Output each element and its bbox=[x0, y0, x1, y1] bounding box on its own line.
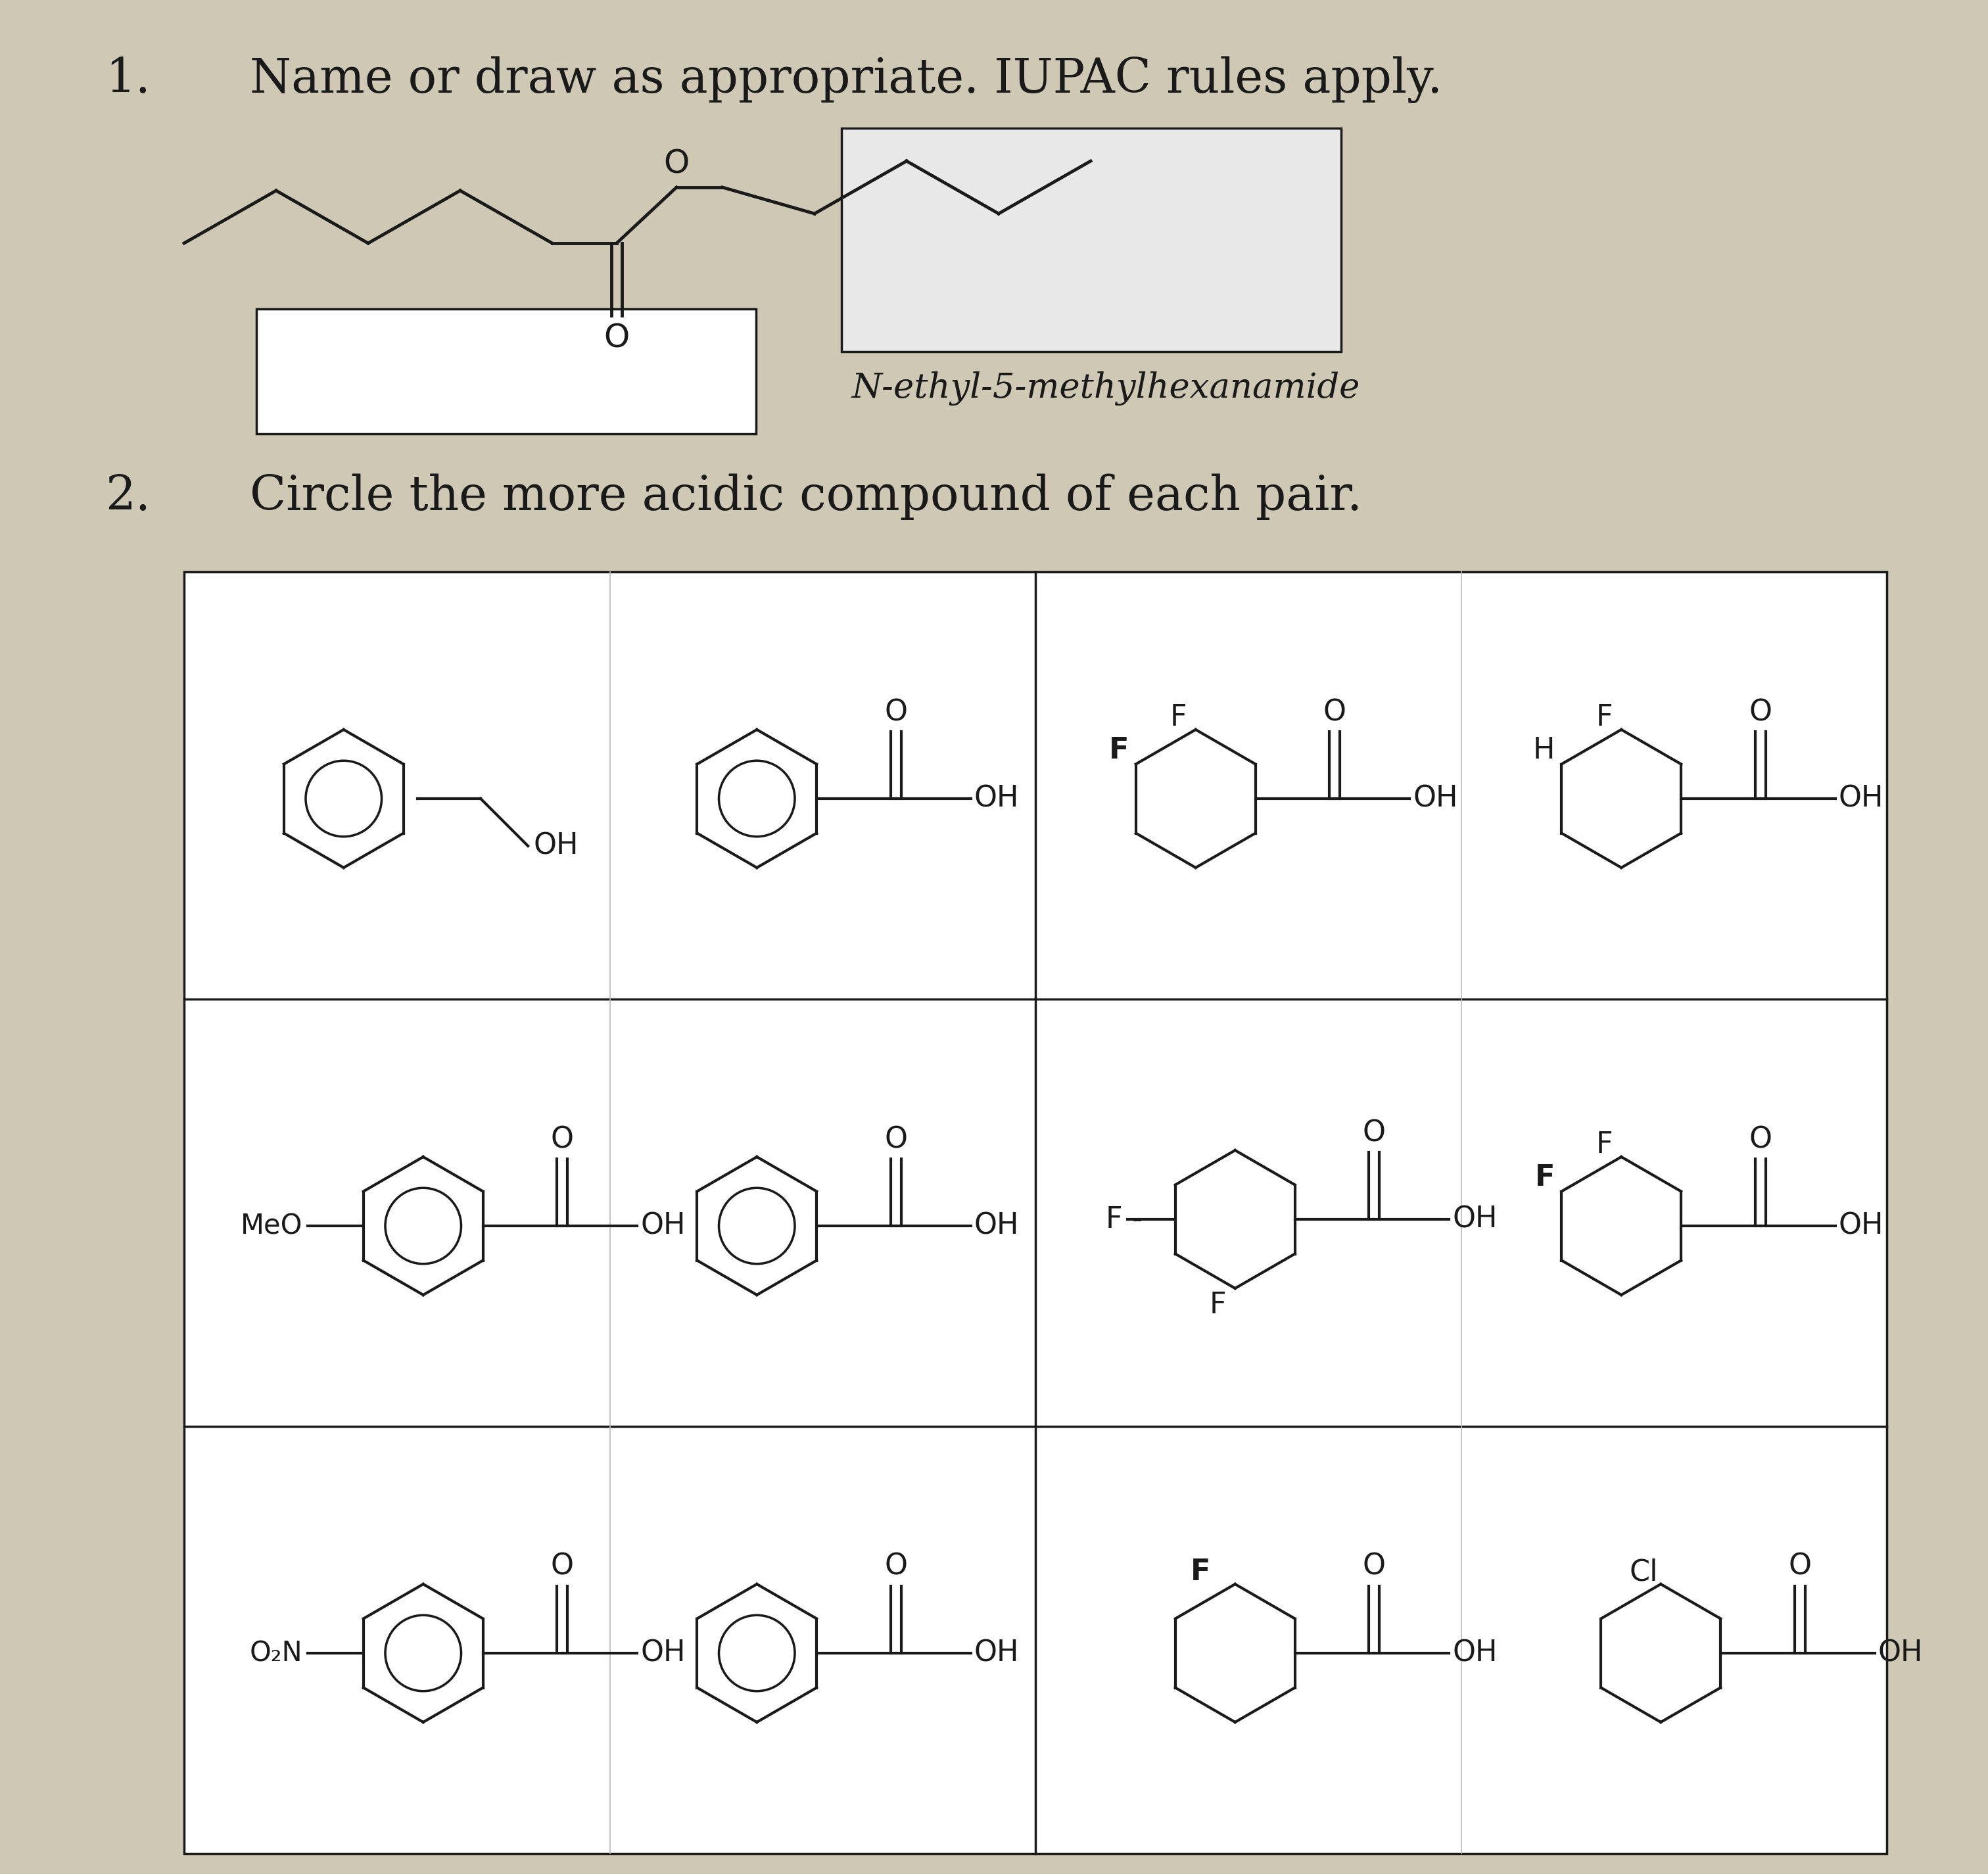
Text: F: F bbox=[1191, 1557, 1211, 1587]
Text: O: O bbox=[604, 322, 630, 354]
Bar bbox=[256, 309, 755, 433]
Text: Name or draw as appropriate. IUPAC rules apply.: Name or draw as appropriate. IUPAC rules… bbox=[250, 56, 1443, 103]
Text: -: - bbox=[1131, 1205, 1143, 1233]
Text: OH: OH bbox=[640, 1640, 686, 1668]
Text: OH: OH bbox=[640, 1212, 686, 1241]
Text: F: F bbox=[1596, 703, 1612, 733]
Text: O₂N: O₂N bbox=[250, 1640, 302, 1668]
Text: OH: OH bbox=[974, 785, 1020, 813]
Text: O: O bbox=[551, 1552, 575, 1582]
Text: O: O bbox=[1789, 1552, 1811, 1582]
Text: O: O bbox=[885, 1552, 907, 1582]
Text: OH: OH bbox=[533, 832, 579, 860]
Text: F: F bbox=[1209, 1291, 1227, 1319]
Text: F: F bbox=[1171, 703, 1187, 733]
Text: F: F bbox=[1105, 1205, 1123, 1233]
Text: OH: OH bbox=[1839, 785, 1883, 813]
Text: Cl: Cl bbox=[1630, 1557, 1658, 1587]
Text: H: H bbox=[1533, 736, 1555, 765]
Text: Circle the more acidic compound of each pair.: Circle the more acidic compound of each … bbox=[250, 474, 1362, 519]
Text: MeO: MeO bbox=[241, 1212, 302, 1241]
Text: N-ethyl-5-methylhexanamide: N-ethyl-5-methylhexanamide bbox=[851, 371, 1360, 405]
Bar bbox=[185, 572, 1887, 1853]
Text: F: F bbox=[1535, 1164, 1555, 1192]
Text: OH: OH bbox=[1413, 785, 1457, 813]
Text: O: O bbox=[551, 1124, 575, 1154]
Text: F: F bbox=[1109, 736, 1129, 765]
Text: OH: OH bbox=[974, 1640, 1020, 1668]
Text: OH: OH bbox=[974, 1212, 1020, 1241]
Text: OH: OH bbox=[1839, 1212, 1883, 1241]
Text: O: O bbox=[1324, 699, 1346, 727]
Text: O: O bbox=[1362, 1119, 1386, 1147]
Text: F: F bbox=[1596, 1130, 1612, 1160]
Text: O: O bbox=[1749, 1124, 1771, 1154]
Text: OH: OH bbox=[1879, 1640, 1922, 1668]
Text: OH: OH bbox=[1453, 1205, 1497, 1233]
Text: O: O bbox=[885, 699, 907, 727]
Text: O: O bbox=[885, 1124, 907, 1154]
Text: 2.: 2. bbox=[105, 474, 151, 519]
Text: O: O bbox=[664, 148, 690, 180]
Text: O: O bbox=[1362, 1552, 1386, 1582]
Text: OH: OH bbox=[1453, 1640, 1497, 1668]
Text: 1.: 1. bbox=[105, 56, 151, 103]
Bar bbox=[841, 127, 1342, 352]
Text: O: O bbox=[1749, 699, 1771, 727]
